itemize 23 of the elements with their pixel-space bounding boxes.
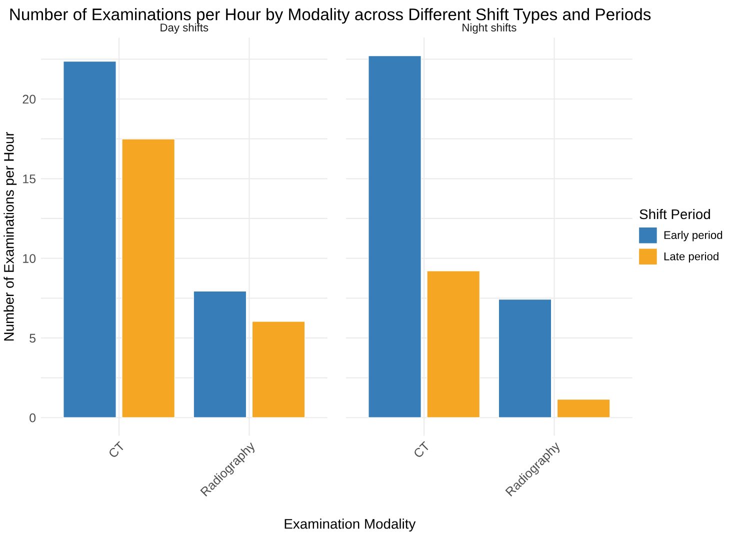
chart-subtitle: Day shifts [160, 23, 208, 34]
bar [63, 60, 116, 418]
bar [193, 290, 247, 418]
y-tick-label: 20 [22, 94, 36, 104]
y-tick-label: 0 [30, 413, 36, 422]
chart-title: Number of Examinations per Hour by Modality across Different Shift Types and Periods [10, 8, 651, 24]
x-tick-label: CT [412, 441, 430, 458]
x-tick-label: CT [108, 441, 126, 458]
bar [556, 398, 610, 418]
bar [426, 270, 480, 418]
bar [498, 298, 552, 418]
bar [368, 55, 422, 418]
legend-label: Early period [664, 230, 722, 242]
bar [252, 321, 306, 418]
y-tick-label: 15 [23, 174, 36, 184]
chart-subtitle: Night shifts [462, 23, 516, 34]
y-axis-title: Number of Examinations per Hour [4, 132, 17, 341]
x-axis-title: Examination Modality [284, 518, 416, 532]
y-tick-label: 5 [30, 334, 36, 343]
bar [122, 138, 176, 418]
legend-title: Shift Period [640, 208, 710, 220]
y-tick-label: 10 [23, 254, 36, 263]
legend-label: Late period [664, 252, 718, 262]
